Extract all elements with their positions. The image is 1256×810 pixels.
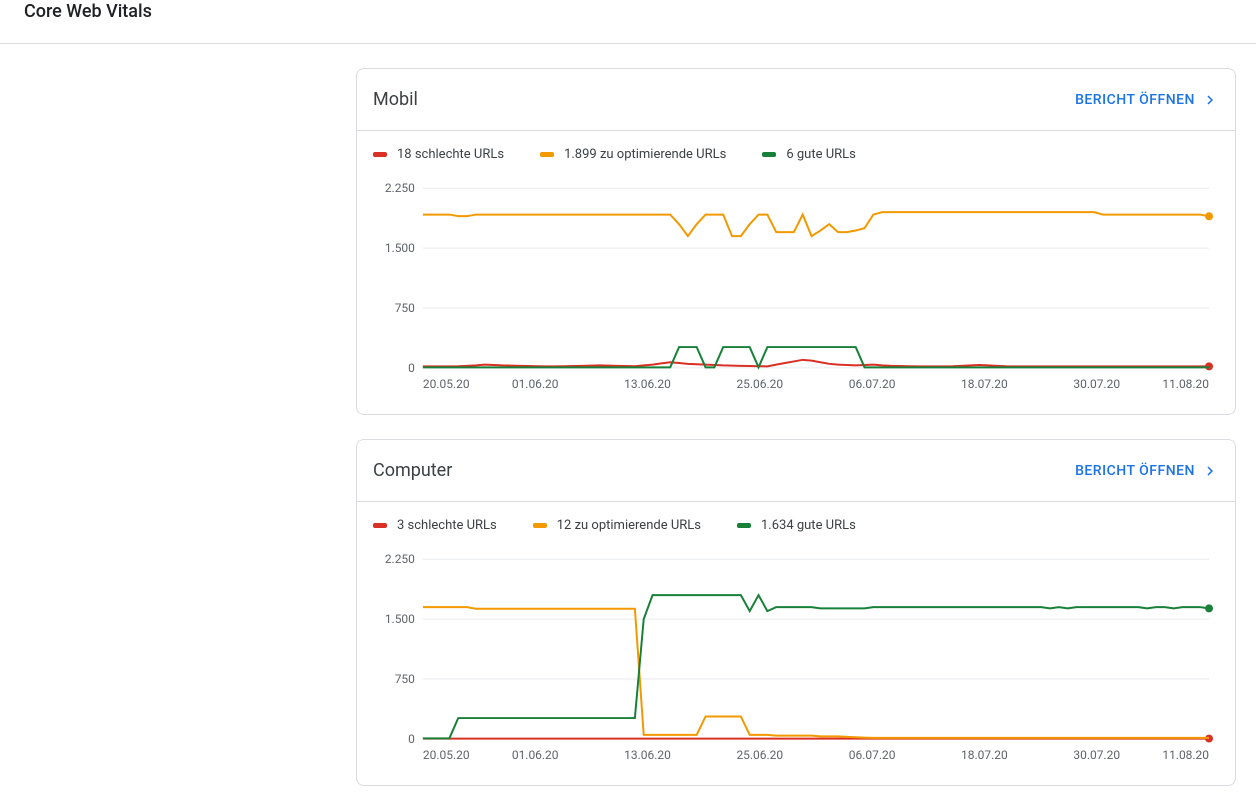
series-end-dot-optimierend — [1205, 212, 1213, 220]
card-title: Computer — [373, 460, 452, 481]
svg-text:0: 0 — [408, 361, 415, 375]
card-header: Mobil BERICHT ÖFFNEN — [357, 69, 1235, 131]
svg-text:18.07.20: 18.07.20 — [961, 377, 1008, 391]
chart-legend: 3 schlechte URLs 12 zu optimierende URLs 1… — [357, 502, 1235, 549]
legend-swatch — [762, 152, 776, 157]
line-chart: 0 750 1.500 2.250 20.05.20 01.06.20 13.06.20 25… — [373, 549, 1219, 769]
open-report-label: BERICHT ÖFFNEN — [1075, 463, 1195, 479]
svg-text:30.07.20: 30.07.20 — [1073, 748, 1120, 762]
card-computer: Computer BERICHT ÖFFNEN 3 schlechte URLs 12… — [356, 439, 1236, 786]
series-schlecht — [423, 360, 1209, 367]
svg-text:11.08.20: 11.08.20 — [1162, 377, 1209, 391]
series-end-dot-gut — [1205, 604, 1213, 612]
legend-label: 6 gute URLs — [786, 147, 856, 162]
chart-area: 0 750 1.500 2.250 20.05.20 01.06.20 13.06.20 25… — [357, 178, 1235, 414]
legend-swatch — [540, 152, 554, 157]
svg-text:25.06.20: 25.06.20 — [736, 377, 783, 391]
svg-text:2.250: 2.250 — [385, 181, 415, 195]
chart-legend: 18 schlechte URLs 1.899 zu optimierende U… — [357, 131, 1235, 178]
legend-item-schlecht: 18 schlechte URLs — [373, 147, 504, 162]
chevron-right-icon — [1201, 91, 1219, 109]
series-optimierend — [423, 212, 1209, 236]
svg-text:750: 750 — [395, 672, 415, 686]
legend-swatch — [373, 523, 387, 528]
svg-text:0: 0 — [408, 732, 415, 746]
legend-item-gut: 6 gute URLs — [762, 147, 856, 162]
svg-text:13.06.20: 13.06.20 — [624, 748, 671, 762]
line-chart: 0 750 1.500 2.250 20.05.20 01.06.20 13.06.20 25… — [373, 178, 1219, 398]
svg-text:20.05.20: 20.05.20 — [423, 377, 470, 391]
svg-text:30.07.20: 30.07.20 — [1073, 377, 1120, 391]
chevron-right-icon — [1201, 462, 1219, 480]
legend-label: 1.899 zu optimierende URLs — [564, 147, 726, 162]
legend-item-optimierend: 12 zu optimierende URLs — [533, 518, 701, 533]
open-report-link[interactable]: BERICHT ÖFFNEN — [1075, 462, 1219, 480]
card-title: Mobil — [373, 89, 418, 110]
legend-label: 18 schlechte URLs — [397, 147, 504, 162]
series-gut — [423, 595, 1209, 738]
svg-text:1.500: 1.500 — [385, 612, 415, 626]
open-report-label: BERICHT ÖFFNEN — [1075, 92, 1195, 108]
legend-item-optimierend: 1.899 zu optimierende URLs — [540, 147, 726, 162]
svg-text:18.07.20: 18.07.20 — [961, 748, 1008, 762]
series-gut — [423, 347, 1209, 367]
page-title: Core Web Vitals — [24, 0, 152, 24]
open-report-link[interactable]: BERICHT ÖFFNEN — [1075, 91, 1219, 109]
svg-text:2.250: 2.250 — [385, 552, 415, 566]
svg-text:1.500: 1.500 — [385, 241, 415, 255]
page-header: Core Web Vitals — [0, 0, 1256, 44]
svg-text:06.07.20: 06.07.20 — [849, 748, 896, 762]
svg-text:20.05.20: 20.05.20 — [423, 748, 470, 762]
legend-item-schlecht: 3 schlechte URLs — [373, 518, 497, 533]
legend-swatch — [373, 152, 387, 157]
legend-swatch — [533, 523, 547, 528]
legend-item-gut: 1.634 gute URLs — [737, 518, 856, 533]
svg-text:750: 750 — [395, 301, 415, 315]
legend-swatch — [737, 523, 751, 528]
card-header: Computer BERICHT ÖFFNEN — [357, 440, 1235, 502]
legend-label: 12 zu optimierende URLs — [557, 518, 701, 533]
svg-text:01.06.20: 01.06.20 — [512, 748, 559, 762]
svg-text:06.07.20: 06.07.20 — [849, 377, 896, 391]
svg-text:13.06.20: 13.06.20 — [624, 377, 671, 391]
content-area: Mobil BERICHT ÖFFNEN 18 schlechte URLs 1.89… — [0, 44, 1256, 786]
legend-label: 3 schlechte URLs — [397, 518, 497, 533]
chart-area: 0 750 1.500 2.250 20.05.20 01.06.20 13.06.20 25… — [357, 549, 1235, 785]
svg-text:25.06.20: 25.06.20 — [736, 748, 783, 762]
svg-text:11.08.20: 11.08.20 — [1162, 748, 1209, 762]
card-mobil: Mobil BERICHT ÖFFNEN 18 schlechte URLs 1.89… — [356, 68, 1236, 415]
svg-text:01.06.20: 01.06.20 — [512, 377, 559, 391]
legend-label: 1.634 gute URLs — [761, 518, 856, 533]
